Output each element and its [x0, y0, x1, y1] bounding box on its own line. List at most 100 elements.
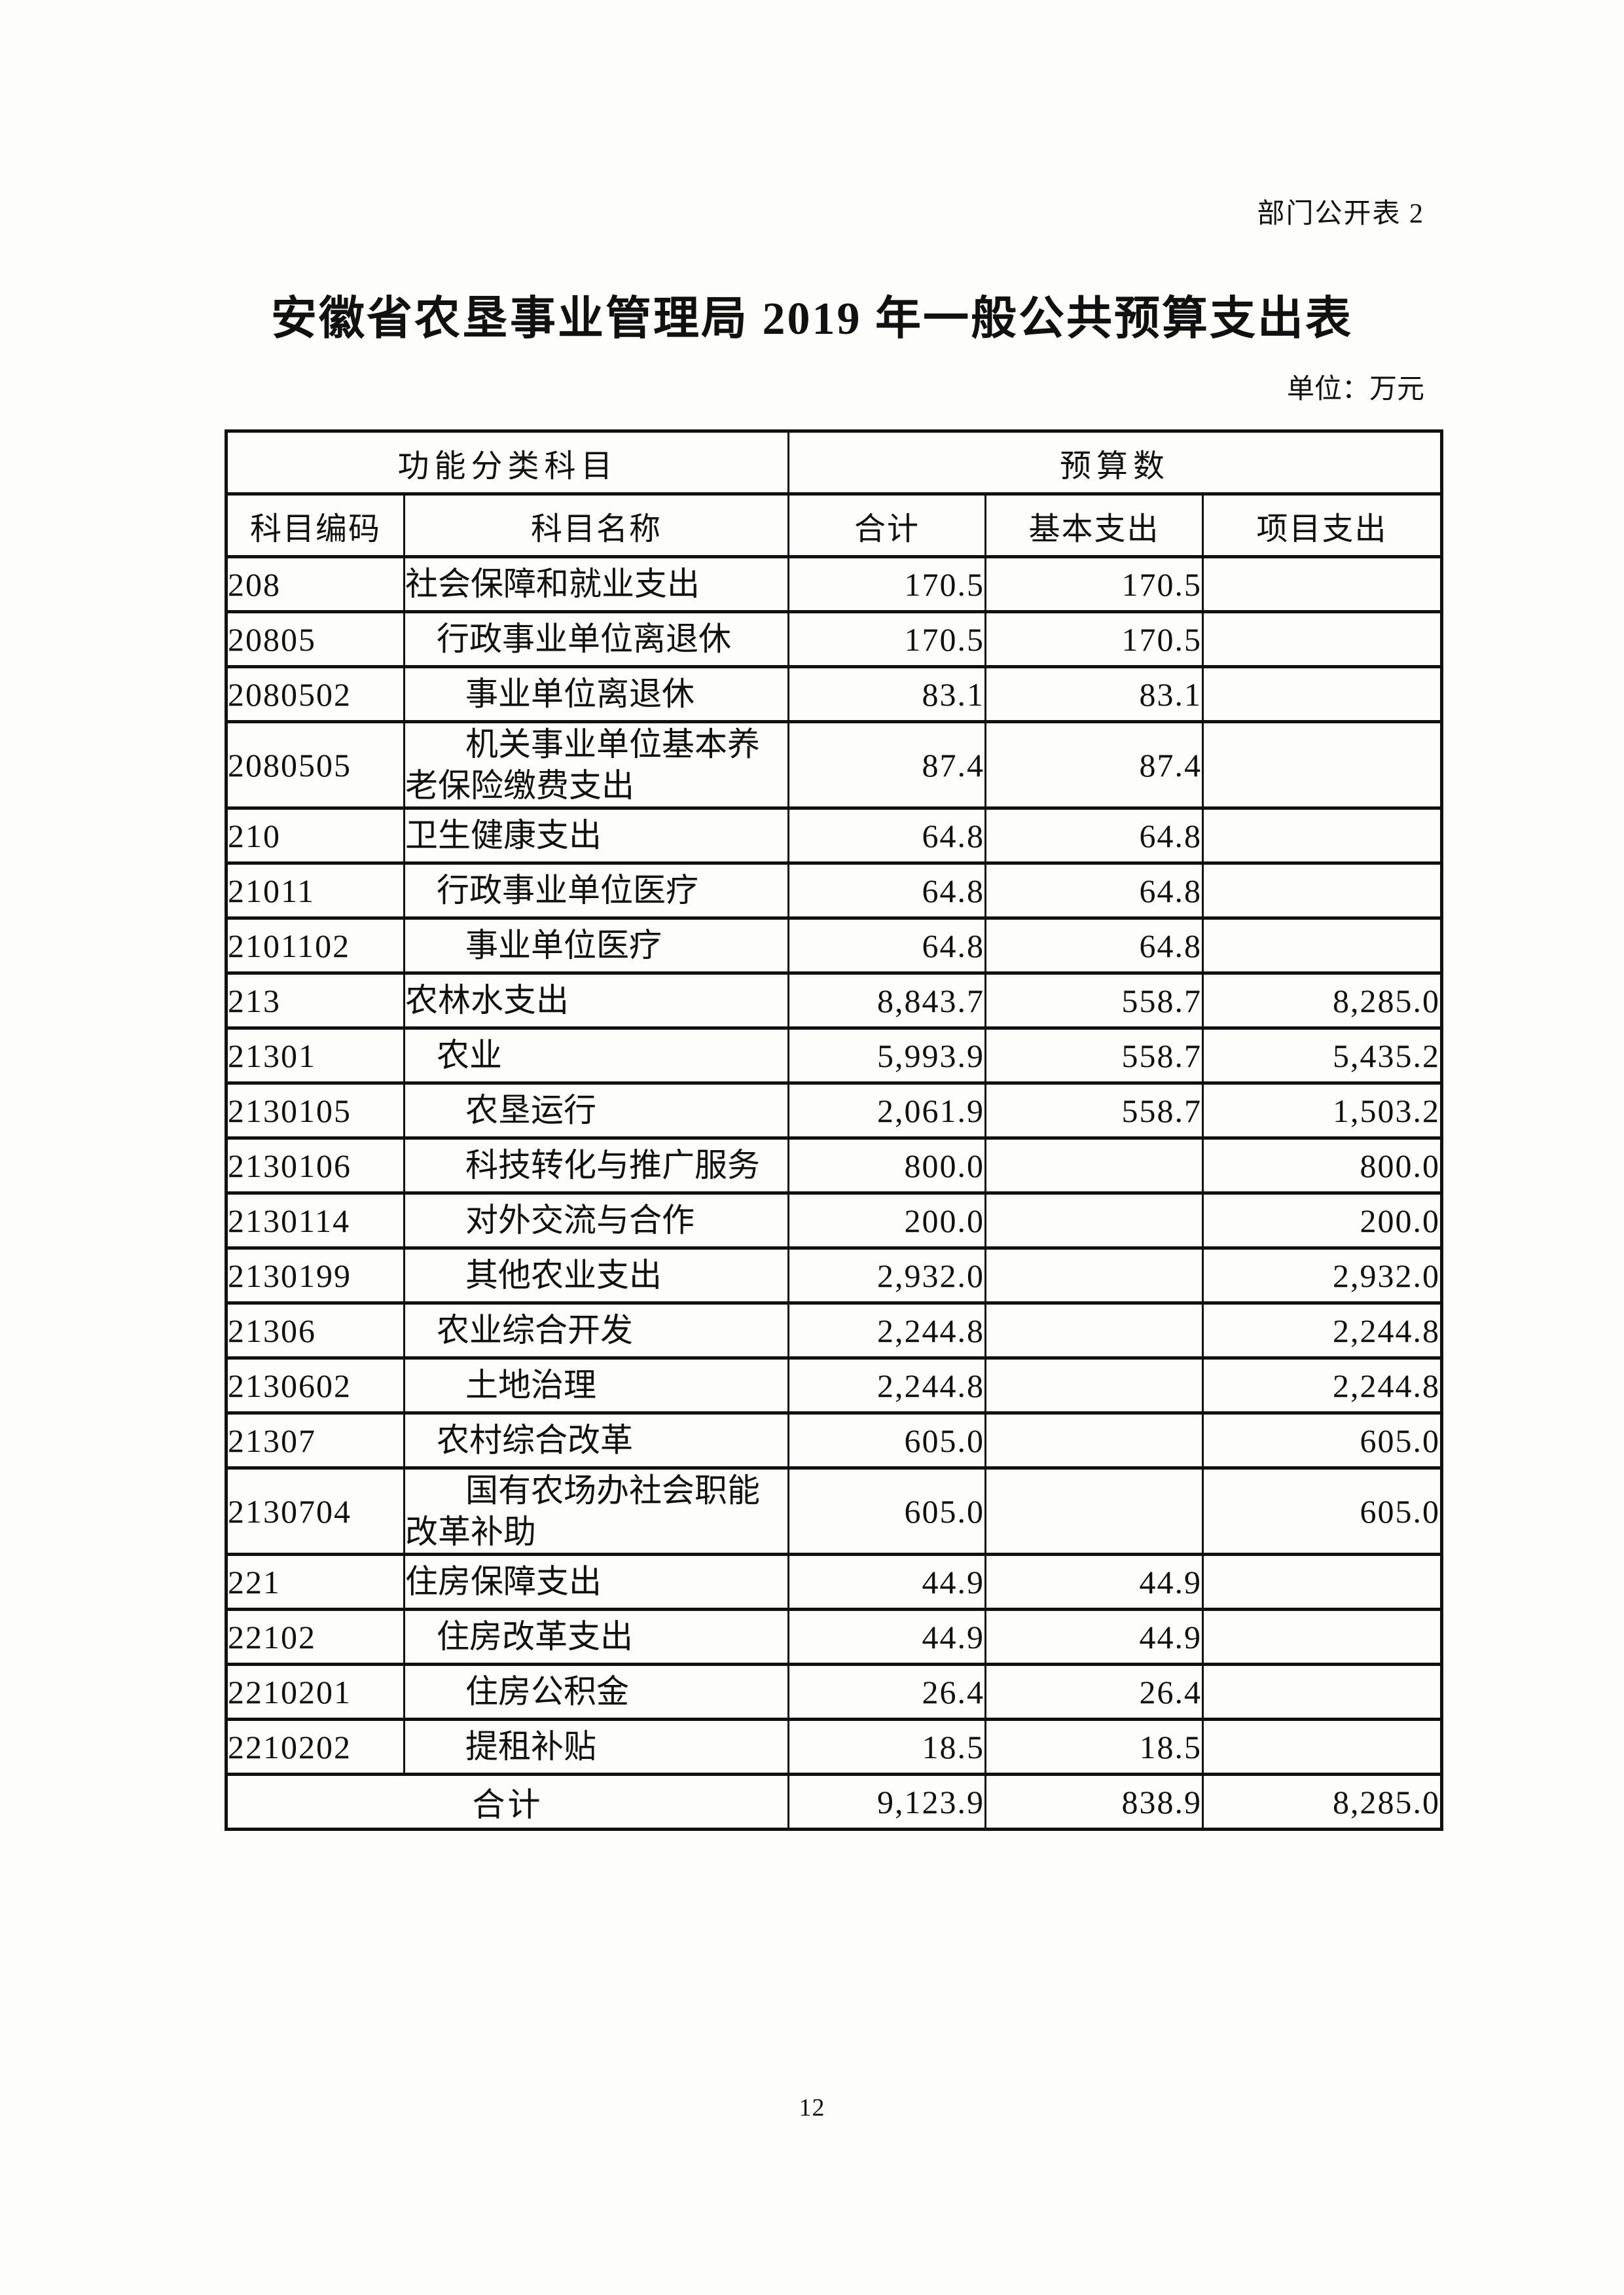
amount-total: 2,061.9 — [787, 1081, 987, 1140]
subject-name: 住房改革支出 — [403, 1608, 790, 1666]
subject-name: 提租补贴 — [403, 1718, 790, 1776]
amount-project: 605.0 — [1202, 1411, 1443, 1470]
corner-label: 部门公开表 2 — [1257, 199, 1424, 229]
subject-code: 2130105 — [225, 1081, 405, 1140]
amount-project — [1202, 1718, 1443, 1776]
amount-total: 18.5 — [787, 1718, 987, 1776]
amount-total: 26.4 — [787, 1663, 987, 1721]
amount-total: 605.0 — [787, 1411, 987, 1470]
amount-basic: 558.7 — [984, 1026, 1204, 1085]
subject-name: 农村综合改革 — [403, 1411, 790, 1470]
subject-name: 土地治理 — [403, 1356, 790, 1415]
amount-project — [1202, 916, 1443, 975]
amount-total: 605.0 — [787, 1466, 987, 1556]
subject-code: 210 — [225, 806, 405, 865]
total-amount-total: 9,123.9 — [787, 1773, 987, 1831]
subject-name: 国有农场办社会职能 改革补助 — [403, 1466, 790, 1556]
header-subject-code: 科目编码 — [225, 492, 405, 558]
table-row: 2080502 事业单位离退休 83.1 83.1 — [225, 665, 1443, 723]
amount-project: 2,244.8 — [1202, 1356, 1443, 1415]
amount-project — [1202, 1663, 1443, 1721]
subject-code: 21301 — [225, 1026, 405, 1085]
subject-name: 农业综合开发 — [403, 1301, 790, 1360]
header-basic-expense: 基本支出 — [984, 492, 1204, 558]
total-row: 合计 9,123.9 838.9 8,285.0 — [225, 1773, 1443, 1831]
table-row: 21301 农业 5,993.9 558.7 5,435.2 — [225, 1026, 1443, 1085]
amount-total: 87.4 — [787, 720, 987, 810]
subject-code: 20805 — [225, 610, 405, 668]
amount-project — [1202, 555, 1443, 613]
header-subject-name: 科目名称 — [403, 492, 790, 558]
amount-basic: 44.9 — [984, 1553, 1204, 1611]
amount-project: 8,285.0 — [1202, 971, 1443, 1030]
amount-total: 64.8 — [787, 806, 987, 865]
amount-project: 2,932.0 — [1202, 1246, 1443, 1305]
table-row: 21307 农村综合改革 605.0 605.0 — [225, 1411, 1443, 1470]
amount-basic: 558.7 — [984, 971, 1204, 1030]
subject-name: 其他农业支出 — [403, 1246, 790, 1305]
header-total: 合计 — [787, 492, 987, 558]
table-body: 208 社会保障和就业支出 170.5 170.5 20805 行政事业单位离退休 170.… — [225, 555, 1443, 1776]
subject-name: 农林水支出 — [403, 971, 790, 1030]
subject-name: 农垦运行 — [403, 1081, 790, 1140]
amount-total: 44.9 — [787, 1553, 987, 1611]
subject-name: 机关事业单位基本养 老保险缴费支出 — [403, 720, 790, 810]
amount-basic: 44.9 — [984, 1608, 1204, 1666]
amount-basic: 64.8 — [984, 861, 1204, 920]
amount-basic: 64.8 — [984, 916, 1204, 975]
subject-name: 科技转化与推广服务 — [403, 1136, 790, 1195]
amount-total: 64.8 — [787, 861, 987, 920]
subject-name: 住房保障支出 — [403, 1553, 790, 1611]
amount-basic: 83.1 — [984, 665, 1204, 723]
amount-basic — [984, 1356, 1204, 1415]
amount-basic: 18.5 — [984, 1718, 1204, 1776]
subject-code: 2130106 — [225, 1136, 405, 1195]
amount-project: 2,244.8 — [1202, 1301, 1443, 1360]
amount-total: 2,244.8 — [787, 1301, 987, 1360]
amount-total: 200.0 — [787, 1191, 987, 1250]
subject-name: 卫生健康支出 — [403, 806, 790, 865]
subject-code: 2210202 — [225, 1718, 405, 1776]
amount-basic: 26.4 — [984, 1663, 1204, 1721]
amount-project — [1202, 861, 1443, 920]
subject-code: 2130114 — [225, 1191, 405, 1250]
table-row: 2210201 住房公积金 26.4 26.4 — [225, 1663, 1443, 1721]
amount-total: 800.0 — [787, 1136, 987, 1195]
table-row: 2130114 对外交流与合作 200.0 200.0 — [225, 1191, 1443, 1250]
subject-code: 2210201 — [225, 1663, 405, 1721]
table-row: 210 卫生健康支出 64.8 64.8 — [225, 806, 1443, 865]
amount-basic: 87.4 — [984, 720, 1204, 810]
amount-total: 2,932.0 — [787, 1246, 987, 1305]
subject-code: 21306 — [225, 1301, 405, 1360]
amount-total: 64.8 — [787, 916, 987, 975]
amount-total: 8,843.7 — [787, 971, 987, 1030]
amount-project — [1202, 720, 1443, 810]
budget-table: 功能分类科目 预算数 科目编码 科目名称 合计 基本支出 项目支出 208 社会保… — [225, 429, 1444, 1831]
subject-code: 221 — [225, 1553, 405, 1611]
amount-total: 170.5 — [787, 555, 987, 613]
amount-project — [1202, 1553, 1443, 1611]
amount-project: 605.0 — [1202, 1466, 1443, 1556]
subject-code: 21011 — [225, 861, 405, 920]
amount-project — [1202, 610, 1443, 668]
table-row: 221 住房保障支出 44.9 44.9 — [225, 1553, 1443, 1611]
subject-code: 2130602 — [225, 1356, 405, 1415]
table-footer: 合计 9,123.9 838.9 8,285.0 — [225, 1773, 1443, 1831]
total-label: 合计 — [225, 1773, 790, 1831]
table-row: 20805 行政事业单位离退休 170.5 170.5 — [225, 610, 1443, 668]
amount-basic — [984, 1466, 1204, 1556]
header-budget-group: 预算数 — [787, 429, 1443, 496]
subject-code: 22102 — [225, 1608, 405, 1666]
table-row: 21011 行政事业单位医疗 64.8 64.8 — [225, 861, 1443, 920]
subject-code: 21307 — [225, 1411, 405, 1470]
subject-code: 2080505 — [225, 720, 405, 810]
subject-code: 208 — [225, 555, 405, 613]
table-row: 208 社会保障和就业支出 170.5 170.5 — [225, 555, 1443, 613]
table-row: 2130106 科技转化与推广服务 800.0 800.0 — [225, 1136, 1443, 1195]
table-row: 2080505 机关事业单位基本养 老保险缴费支出 87.4 87.4 — [225, 720, 1443, 810]
table-row: 21306 农业综合开发 2,244.8 2,244.8 — [225, 1301, 1443, 1360]
amount-basic: 170.5 — [984, 555, 1204, 613]
amount-basic: 64.8 — [984, 806, 1204, 865]
total-amount-project: 8,285.0 — [1202, 1773, 1443, 1831]
